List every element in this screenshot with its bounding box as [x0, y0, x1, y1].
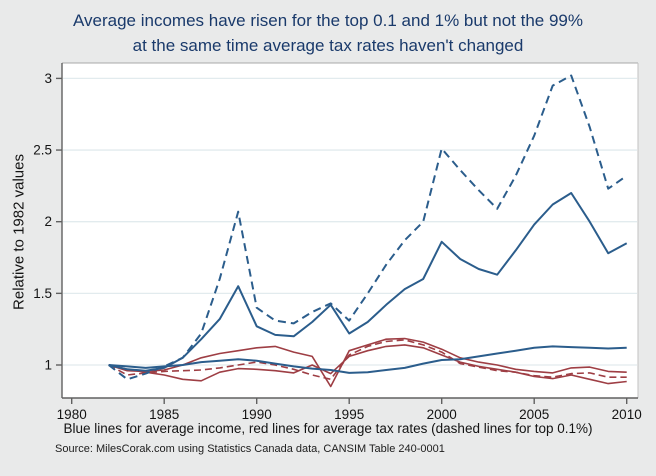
svg-text:2010: 2010 — [612, 407, 642, 422]
svg-text:1985: 1985 — [149, 407, 179, 422]
chart-title: Average incomes have risen for the top 0… — [0, 8, 656, 58]
svg-text:1995: 1995 — [334, 407, 364, 422]
svg-text:1980: 1980 — [57, 407, 87, 422]
chart-title-line1: Average incomes have risen for the top 0… — [72, 11, 584, 30]
svg-text:1990: 1990 — [242, 407, 272, 422]
chart-caption: Blue lines for average income, red lines… — [63, 421, 593, 436]
svg-text:1.5: 1.5 — [33, 286, 52, 301]
svg-text:3: 3 — [44, 71, 52, 86]
svg-text:2: 2 — [44, 214, 52, 229]
source-note: Source: MilesCorak.com using Statistics … — [55, 443, 445, 455]
svg-text:2000: 2000 — [427, 407, 457, 422]
chart-title-line2: at the same time average tax rates haven… — [132, 36, 524, 55]
svg-text:2.5: 2.5 — [33, 143, 52, 158]
svg-text:2005: 2005 — [519, 407, 549, 422]
svg-text:1: 1 — [44, 358, 52, 373]
